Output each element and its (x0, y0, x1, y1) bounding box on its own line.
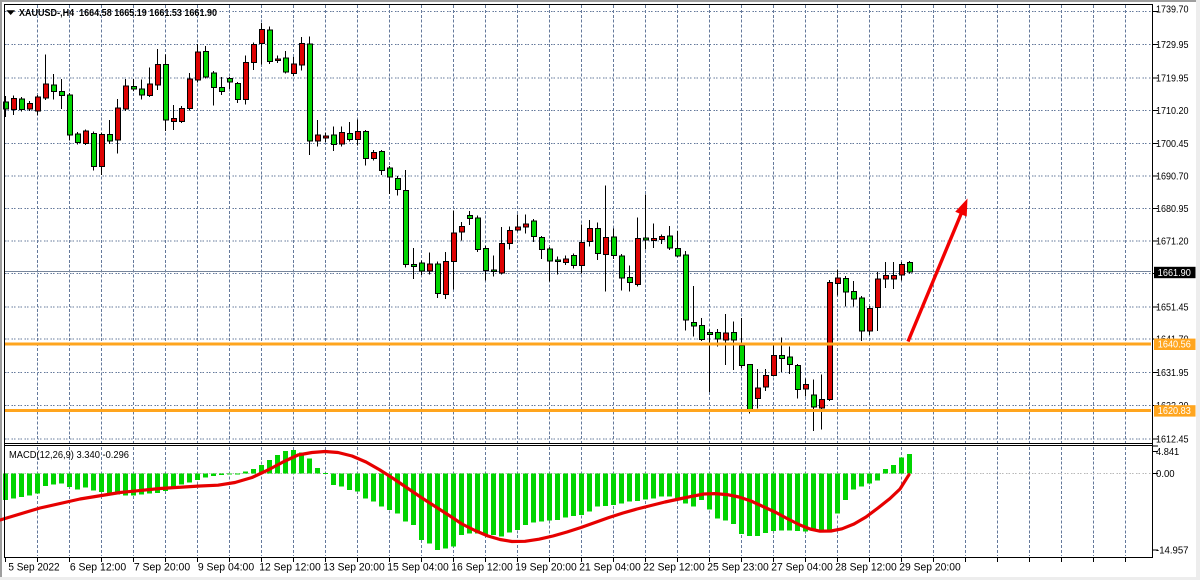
svg-text:1710.20: 1710.20 (1156, 106, 1189, 117)
svg-text:1620.83: 1620.83 (1158, 406, 1191, 417)
svg-text:1651.45: 1651.45 (1156, 303, 1189, 314)
svg-text:1690.70: 1690.70 (1156, 172, 1189, 183)
svg-text:7 Sep 20:00: 7 Sep 20:00 (134, 562, 190, 574)
svg-text:5 Sep 2022: 5 Sep 2022 (8, 562, 59, 574)
svg-text:1612.45: 1612.45 (1156, 435, 1189, 446)
svg-text:27 Sep 04:00: 27 Sep 04:00 (771, 562, 832, 574)
svg-text:4.841: 4.841 (1156, 447, 1179, 458)
svg-text:XAUUSD-,H4 1664.58 1665.19 16: XAUUSD-,H4 1664.58 1665.19 1661.53 1661.… (19, 7, 217, 19)
svg-text:1700.45: 1700.45 (1156, 139, 1189, 150)
svg-text:19 Sep 20:00: 19 Sep 20:00 (515, 562, 576, 574)
svg-text:-14.957: -14.957 (1156, 546, 1189, 557)
svg-text:28 Sep 12:00: 28 Sep 12:00 (835, 562, 896, 574)
svg-text:1671.20: 1671.20 (1156, 237, 1189, 248)
svg-text:25 Sep 23:00: 25 Sep 23:00 (707, 562, 768, 574)
svg-text:22 Sep 12:00: 22 Sep 12:00 (643, 562, 704, 574)
svg-text:6 Sep 12:00: 6 Sep 12:00 (70, 562, 126, 574)
svg-text:13 Sep 20:00: 13 Sep 20:00 (323, 562, 384, 574)
svg-text:12 Sep 12:00: 12 Sep 12:00 (259, 562, 320, 574)
svg-text:1680.95: 1680.95 (1156, 204, 1189, 215)
svg-text:0.00: 0.00 (1156, 469, 1175, 480)
svg-text:1631.95: 1631.95 (1156, 368, 1189, 379)
svg-text:1729.95: 1729.95 (1156, 40, 1189, 51)
svg-text:29 Sep 20:00: 29 Sep 20:00 (899, 562, 960, 574)
svg-text:1640.56: 1640.56 (1158, 340, 1191, 351)
svg-text:1719.95: 1719.95 (1156, 74, 1189, 85)
svg-text:1739.70: 1739.70 (1156, 5, 1189, 16)
svg-text:1661.90: 1661.90 (1158, 268, 1191, 279)
svg-text:16 Sep 12:00: 16 Sep 12:00 (451, 562, 512, 574)
svg-text:9 Sep 04:00: 9 Sep 04:00 (198, 562, 254, 574)
svg-text:MACD(12,26,9) 3.340 -0.296: MACD(12,26,9) 3.340 -0.296 (9, 449, 129, 461)
svg-text:21 Sep 04:00: 21 Sep 04:00 (579, 562, 640, 574)
svg-text:15 Sep 04:00: 15 Sep 04:00 (387, 562, 448, 574)
